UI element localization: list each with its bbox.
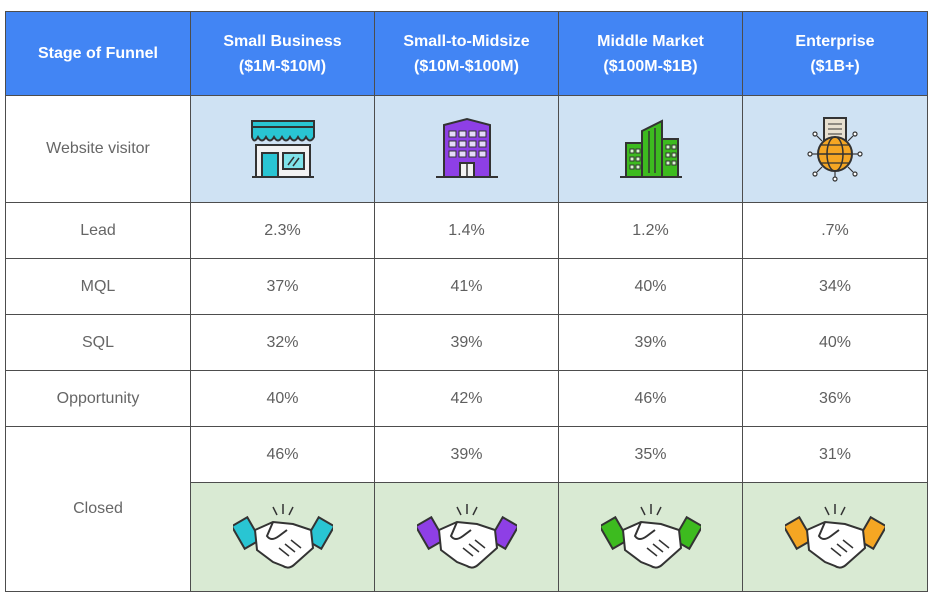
closed-icons-row xyxy=(6,482,928,592)
closed-row: Closed 46% 39% 35% 31% xyxy=(5,426,928,592)
row-label: Website visitor xyxy=(5,95,191,203)
funnel-table-container: Stage of Funnel Small Business ($1M-$10M)… xyxy=(5,11,928,595)
row-label: Opportunity xyxy=(5,370,191,427)
row-label: MQL xyxy=(5,258,191,315)
opportunity-small-business: 40% xyxy=(190,370,375,427)
lead-row: Lead 2.3% 1.4% 1.2% .7% xyxy=(5,202,928,259)
mql-row: MQL 37% 41% 40% 34% xyxy=(5,258,928,315)
row-label: Lead xyxy=(5,202,191,259)
lead-enterprise: .7% xyxy=(742,202,928,259)
city-buildings-icon xyxy=(558,95,743,203)
header-row: Stage of Funnel Small Business ($1M-$10M)… xyxy=(5,11,928,96)
lead-middle-market: 1.2% xyxy=(558,202,743,259)
handshake-icon xyxy=(190,482,375,592)
mql-small-to-midsize: 41% xyxy=(374,258,559,315)
opportunity-row: Opportunity 40% 42% 46% 36% xyxy=(5,370,928,427)
funnel-table: Stage of Funnel Small Business ($1M-$10M)… xyxy=(5,11,928,592)
closed-small-to-midsize: 39% xyxy=(374,426,559,483)
mql-middle-market: 40% xyxy=(558,258,743,315)
row-label: SQL xyxy=(5,314,191,371)
globe-building-icon xyxy=(742,95,928,203)
office-building-icon xyxy=(374,95,559,203)
sql-small-to-midsize: 39% xyxy=(374,314,559,371)
sql-small-business: 32% xyxy=(190,314,375,371)
mql-small-business: 37% xyxy=(190,258,375,315)
opportunity-small-to-midsize: 42% xyxy=(374,370,559,427)
closed-middle-market: 35% xyxy=(558,426,743,483)
sql-middle-market: 39% xyxy=(558,314,743,371)
row-label: Closed xyxy=(5,426,191,592)
header-middle-market: Middle Market ($100M-$1B) xyxy=(558,11,743,96)
sql-enterprise: 40% xyxy=(742,314,928,371)
handshake-icon xyxy=(374,482,559,592)
storefront-icon xyxy=(190,95,375,203)
opportunity-enterprise: 36% xyxy=(742,370,928,427)
lead-small-business: 2.3% xyxy=(190,202,375,259)
mql-enterprise: 34% xyxy=(742,258,928,315)
closed-enterprise: 31% xyxy=(742,426,928,483)
website-visitor-row: Website visitor xyxy=(5,95,928,203)
handshake-icon xyxy=(558,482,743,592)
opportunity-middle-market: 46% xyxy=(558,370,743,427)
sql-row: SQL 32% 39% 39% 40% xyxy=(5,314,928,371)
header-enterprise: Enterprise ($1B+) xyxy=(742,11,928,96)
closed-small-business: 46% xyxy=(190,426,375,483)
lead-small-to-midsize: 1.4% xyxy=(374,202,559,259)
header-small-to-midsize: Small-to-Midsize ($10M-$100M) xyxy=(374,11,559,96)
header-stage: Stage of Funnel xyxy=(5,11,191,96)
header-small-business: Small Business ($1M-$10M) xyxy=(190,11,375,96)
handshake-icon xyxy=(742,482,928,592)
